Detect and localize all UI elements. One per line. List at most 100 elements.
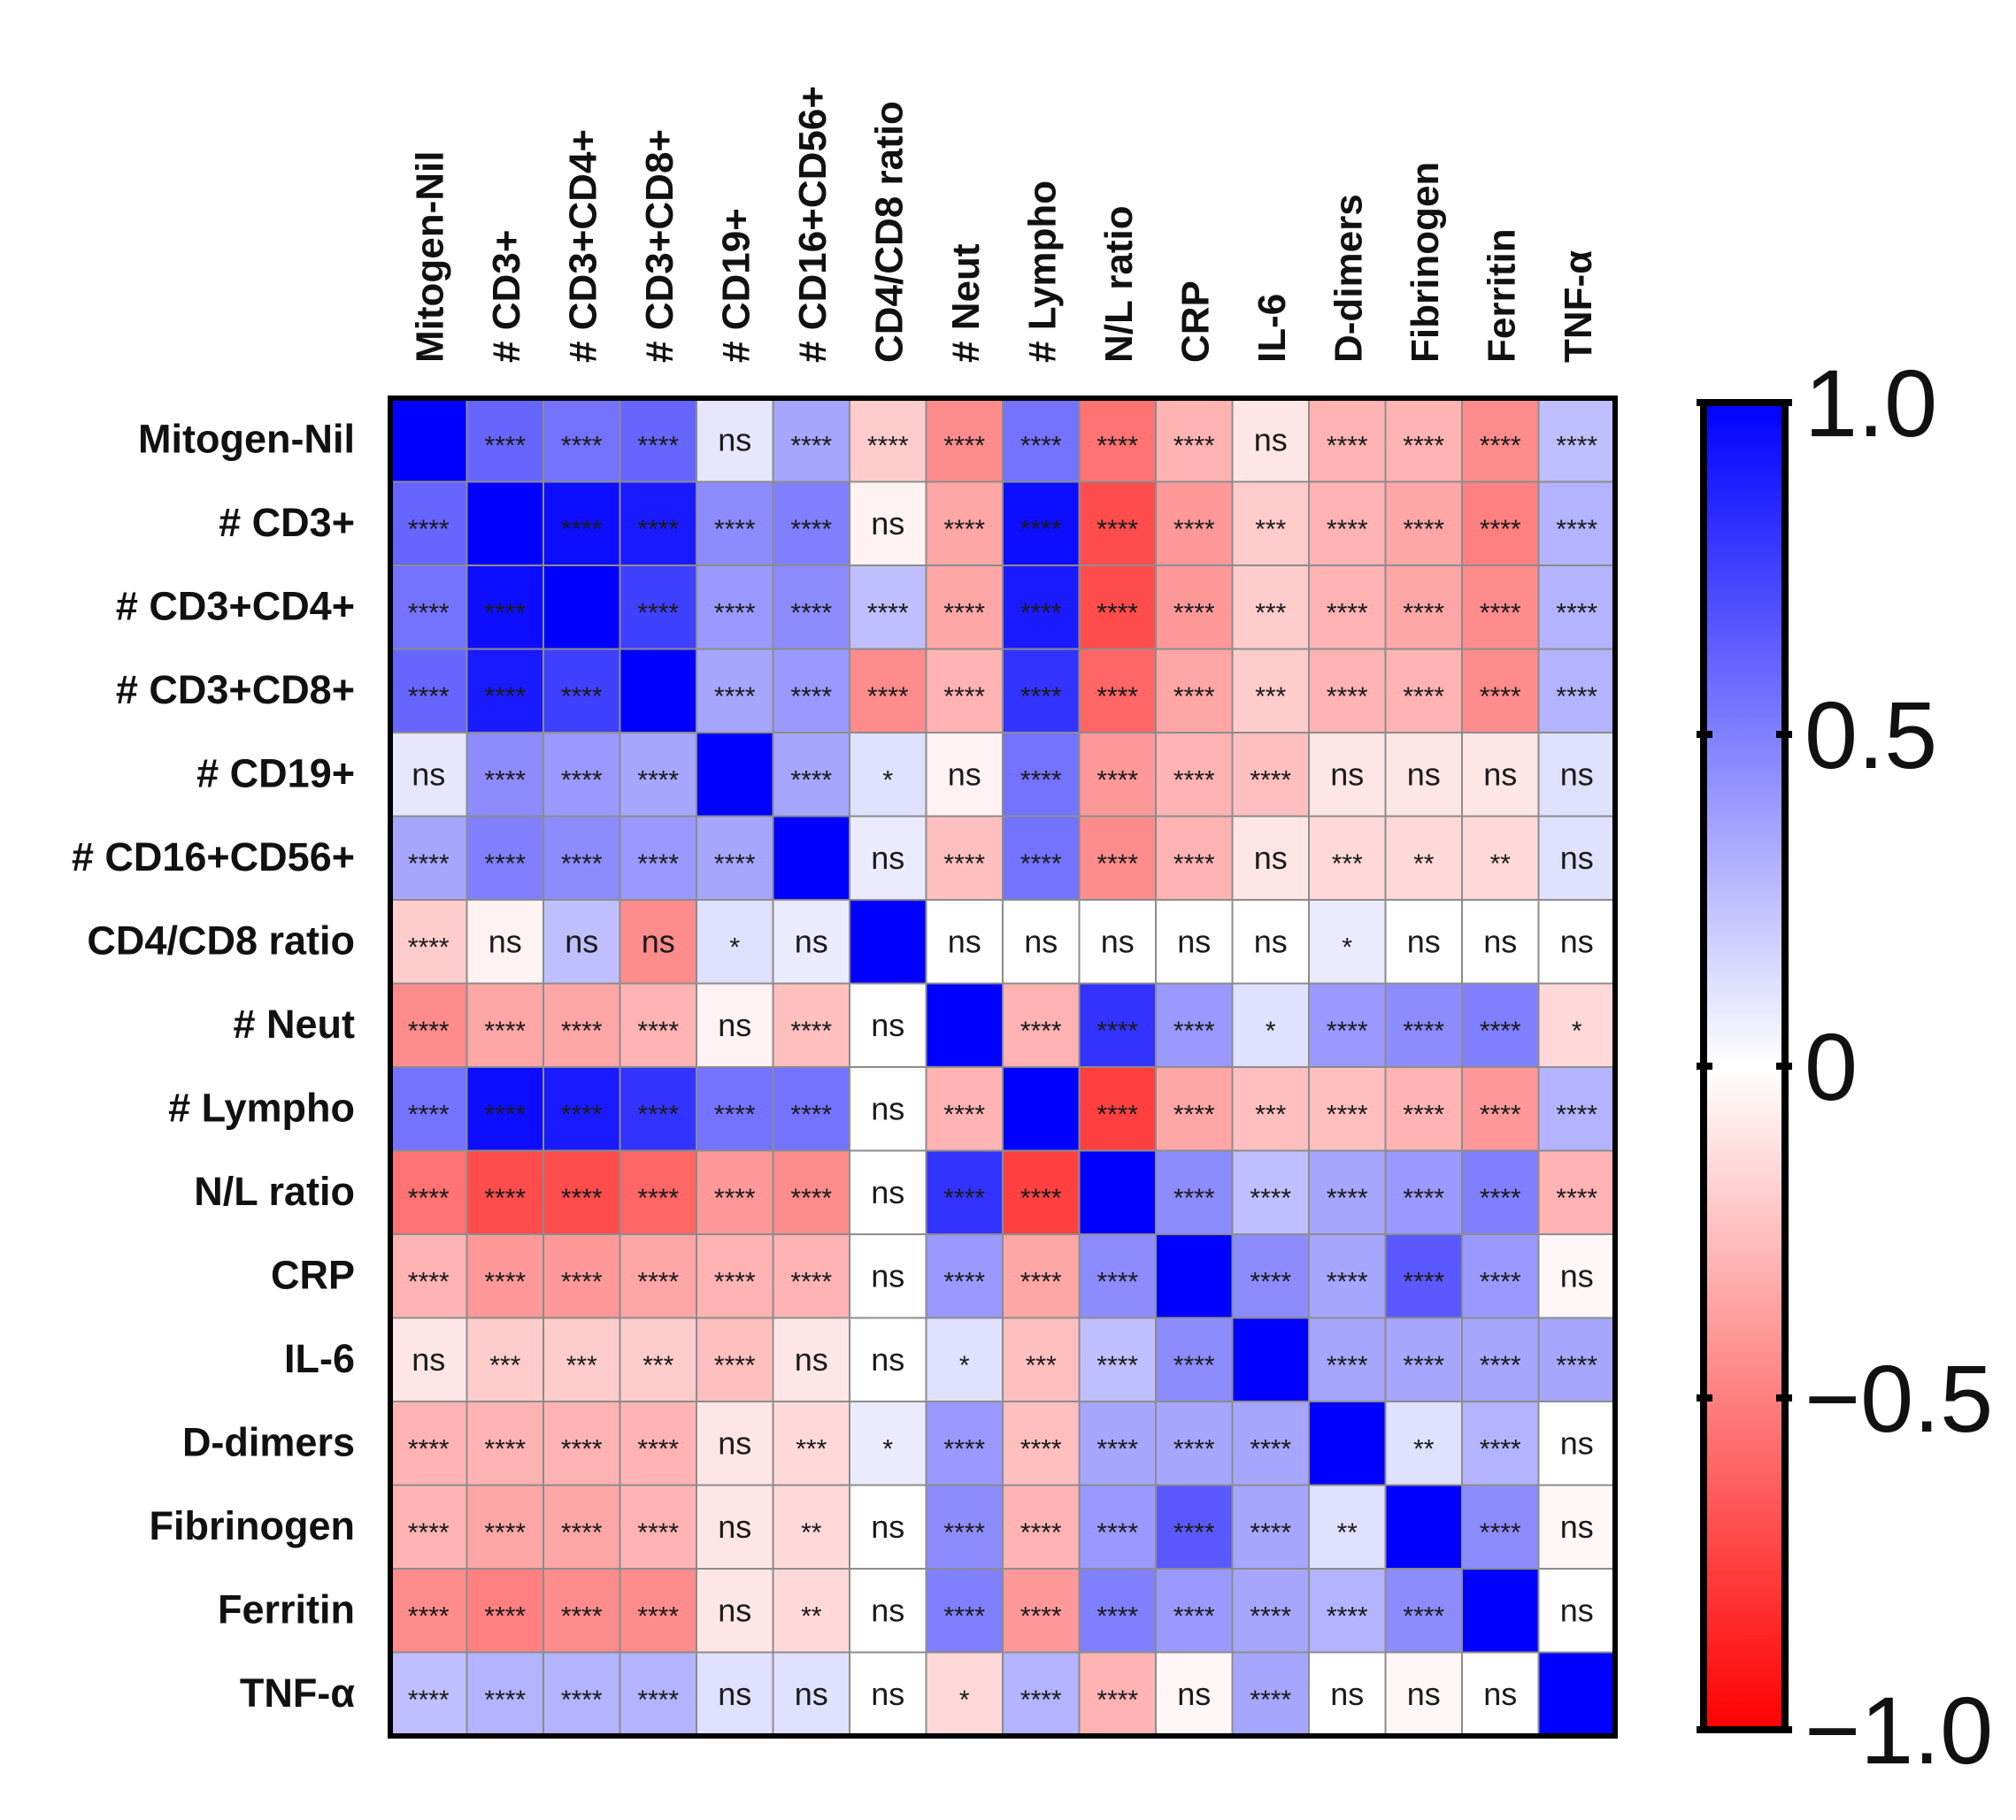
significance-label: ns — [1254, 923, 1288, 959]
significance-label: **** — [1327, 431, 1368, 460]
heatmap-cell — [1155, 1149, 1234, 1235]
heatmap-cell — [466, 397, 544, 483]
significance-label: **** — [790, 765, 832, 795]
significance-label: ns — [1101, 923, 1135, 959]
heatmap-cell — [772, 397, 850, 483]
row-label: IL-6 — [284, 1336, 355, 1381]
heatmap-cell — [1537, 1149, 1616, 1235]
significance-label: **** — [1403, 1351, 1444, 1380]
heatmap-cell — [1155, 1651, 1234, 1737]
heatmap-cell — [1078, 1651, 1157, 1737]
row-label: # Lympho — [168, 1085, 355, 1130]
heatmap-cell — [1461, 480, 1540, 566]
significance-label: ns — [871, 1090, 904, 1126]
significance-label: **** — [1173, 765, 1215, 795]
significance-label: ns — [871, 1341, 904, 1378]
heatmap-cell — [466, 732, 544, 818]
significance-label: **** — [1327, 1184, 1368, 1213]
significance-label: ns — [718, 1676, 751, 1712]
heatmap-cell — [925, 732, 1004, 818]
column-label: IL-6 — [1250, 294, 1294, 363]
heatmap-cell — [1308, 1317, 1387, 1402]
significance-label: **** — [408, 1267, 450, 1296]
significance-label: **** — [408, 1017, 450, 1046]
significance-label: ns — [489, 923, 522, 959]
heatmap-cell — [925, 1568, 1004, 1654]
heatmap-cell — [1002, 982, 1081, 1068]
heatmap-cell — [696, 1401, 774, 1486]
row-label: D-dimers — [182, 1419, 355, 1464]
heatmap-cell — [1078, 1484, 1157, 1570]
significance-label: **** — [1020, 1686, 1062, 1715]
significance-label: **** — [714, 1184, 756, 1213]
heatmap-cell — [849, 1401, 927, 1486]
heatmap-cell — [772, 732, 850, 818]
significance-label: **** — [1173, 682, 1215, 711]
heatmap-cell — [1537, 397, 1616, 483]
significance-label: **** — [714, 849, 756, 879]
heatmap-cell — [772, 648, 850, 733]
heatmap-cell — [542, 1066, 621, 1152]
significance-label: ns — [871, 1174, 904, 1210]
significance-label: *** — [1255, 598, 1286, 627]
significance-label: ns — [871, 1509, 904, 1545]
significance-label: **** — [1020, 1518, 1062, 1547]
significance-label: ns — [795, 1341, 828, 1378]
heatmap-cell — [1231, 732, 1310, 818]
significance-label: **** — [1327, 1017, 1368, 1046]
significance-label: ns — [948, 756, 981, 792]
significance-label: **** — [790, 1100, 832, 1129]
row-label: N/L ratio — [194, 1169, 355, 1214]
significance-label: *** — [566, 1351, 597, 1380]
heatmap-cell — [925, 1484, 1004, 1570]
significance-label: **** — [1250, 765, 1291, 795]
significance-label: **** — [867, 431, 909, 460]
heatmap-cell — [466, 1233, 544, 1319]
heatmap-cell — [1002, 815, 1081, 901]
significance-label: ** — [1413, 1434, 1435, 1463]
heatmap-cell — [542, 982, 621, 1068]
significance-label: **** — [408, 1184, 450, 1213]
significance-label: **** — [943, 1184, 985, 1213]
colorbar-tick-label: 0 — [1804, 1013, 1858, 1120]
significance-label: **** — [637, 598, 679, 627]
heatmap-cell — [619, 1484, 697, 1570]
significance-label: **** — [1096, 1017, 1138, 1046]
significance-label: **** — [1020, 682, 1062, 711]
heatmap-cell — [1308, 1484, 1387, 1570]
heatmap-cell — [1002, 732, 1081, 818]
significance-label: ns — [1407, 923, 1441, 959]
heatmap-cell — [1384, 1484, 1463, 1570]
significance-label: **** — [561, 1601, 603, 1631]
significance-label: **** — [1556, 1184, 1597, 1213]
significance-label: **** — [637, 1267, 679, 1296]
significance-label: **** — [1480, 598, 1521, 627]
column-label: # Neut — [944, 243, 988, 363]
significance-label: **** — [1327, 1100, 1368, 1129]
significance-label: **** — [637, 1601, 679, 1631]
significance-label: **** — [1173, 1184, 1215, 1213]
heatmap-cell — [1308, 1149, 1387, 1235]
significance-label: ns — [1254, 840, 1288, 876]
heatmap-cell — [1461, 1401, 1540, 1486]
heatmap-cell — [1155, 732, 1234, 818]
significance-label: **** — [1096, 431, 1138, 460]
column-label: # CD3+CD8+ — [638, 129, 681, 363]
heatmap-cell — [1537, 1233, 1616, 1319]
heatmap-cell — [1384, 1401, 1463, 1486]
row-label: # Neut — [233, 1002, 355, 1047]
colorbar-tick-label: −1.0 — [1804, 1677, 1993, 1784]
significance-label: ns — [718, 1509, 751, 1545]
heatmap-cell — [1155, 648, 1234, 733]
column-label: TNF-α — [1557, 250, 1600, 363]
significance-label: **** — [1173, 849, 1215, 879]
significance-label: **** — [408, 1100, 450, 1129]
significance-label: *** — [489, 1351, 520, 1380]
heatmap-cell — [772, 1149, 850, 1235]
row-label: # CD16+CD56+ — [72, 834, 355, 879]
heatmap-cell — [542, 480, 621, 566]
heatmap-cell — [619, 732, 697, 818]
heatmap-cell — [1461, 1568, 1540, 1654]
significance-label: **** — [790, 682, 832, 711]
significance-label: **** — [1173, 515, 1215, 544]
